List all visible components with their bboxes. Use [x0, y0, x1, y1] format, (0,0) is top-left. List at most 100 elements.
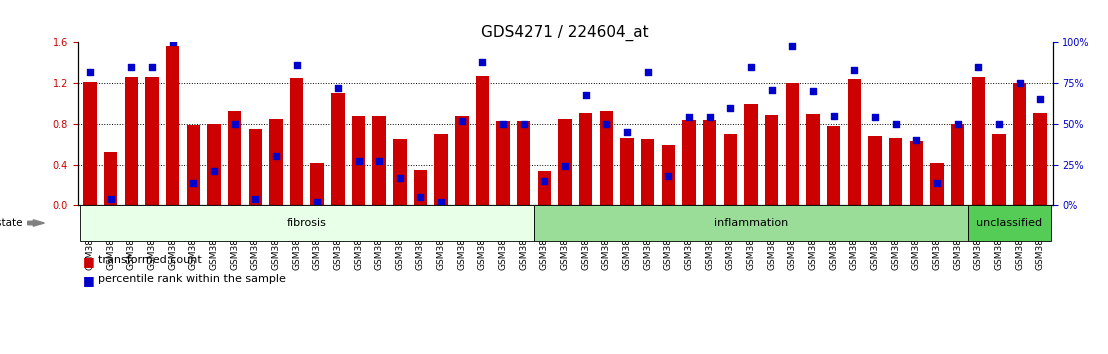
- Point: [845, 67, 863, 73]
- Point: [991, 121, 1008, 127]
- Point: [701, 115, 719, 120]
- Point: [205, 168, 223, 174]
- Bar: [910, 141, 923, 205]
- Bar: [786, 83, 799, 205]
- Point: [659, 173, 677, 179]
- Bar: [620, 138, 634, 205]
- Point: [184, 180, 202, 185]
- Point: [535, 178, 553, 184]
- Point: [639, 69, 657, 75]
- Text: disease state: disease state: [0, 218, 22, 228]
- Bar: [765, 115, 778, 205]
- Bar: [951, 124, 964, 205]
- Point: [411, 194, 429, 200]
- Bar: [434, 134, 448, 205]
- Point: [762, 87, 780, 92]
- Point: [515, 121, 533, 127]
- Point: [742, 64, 760, 70]
- Point: [267, 154, 285, 159]
- Text: percentile rank within the sample: percentile rank within the sample: [98, 274, 286, 284]
- Point: [329, 85, 347, 91]
- Bar: [807, 114, 820, 205]
- Bar: [393, 139, 407, 205]
- Bar: [1013, 83, 1026, 205]
- Point: [556, 164, 574, 169]
- Text: fibrosis: fibrosis: [287, 218, 327, 228]
- Point: [308, 199, 326, 205]
- Text: unclassified: unclassified: [976, 218, 1043, 228]
- Bar: [228, 111, 242, 205]
- Point: [1032, 97, 1049, 102]
- Bar: [1034, 113, 1047, 205]
- Title: GDS4271 / 224604_at: GDS4271 / 224604_at: [481, 25, 649, 41]
- Point: [597, 121, 615, 127]
- Bar: [372, 116, 386, 205]
- Point: [1010, 80, 1028, 86]
- Bar: [517, 121, 531, 205]
- Bar: [145, 77, 158, 205]
- Bar: [413, 170, 428, 205]
- Point: [948, 121, 966, 127]
- Bar: [558, 119, 572, 205]
- Bar: [599, 111, 613, 205]
- Point: [929, 180, 946, 185]
- Point: [432, 199, 450, 205]
- Bar: [248, 129, 261, 205]
- Point: [102, 196, 120, 202]
- Bar: [475, 76, 489, 205]
- Point: [164, 40, 182, 45]
- Bar: [724, 134, 737, 205]
- Bar: [992, 134, 1006, 205]
- Text: inflammation: inflammation: [714, 218, 788, 228]
- Point: [721, 105, 739, 110]
- Point: [288, 62, 306, 68]
- Point: [143, 64, 161, 70]
- Bar: [642, 139, 655, 205]
- Point: [804, 88, 822, 94]
- Point: [226, 121, 244, 127]
- Text: transformed count: transformed count: [98, 255, 202, 265]
- Point: [907, 137, 925, 143]
- Bar: [269, 119, 283, 205]
- Bar: [455, 116, 469, 205]
- Bar: [827, 126, 840, 205]
- Bar: [661, 145, 675, 205]
- Point: [577, 92, 595, 97]
- Point: [350, 159, 368, 164]
- Point: [970, 64, 987, 70]
- Bar: [104, 152, 117, 205]
- Bar: [537, 171, 551, 205]
- Text: ■: ■: [83, 274, 95, 287]
- Point: [370, 159, 388, 164]
- Point: [866, 115, 884, 120]
- Bar: [745, 104, 758, 205]
- Point: [453, 118, 471, 124]
- Point: [473, 59, 491, 65]
- Point: [494, 121, 512, 127]
- Bar: [579, 113, 593, 205]
- Bar: [186, 125, 199, 205]
- Bar: [83, 82, 96, 205]
- Point: [81, 69, 99, 75]
- Point: [246, 196, 264, 202]
- Bar: [352, 116, 366, 205]
- Bar: [124, 77, 138, 205]
- Point: [824, 113, 842, 119]
- Text: ■: ■: [83, 255, 95, 268]
- Bar: [931, 162, 944, 205]
- Bar: [869, 136, 882, 205]
- Point: [618, 129, 636, 135]
- Bar: [496, 121, 510, 205]
- Bar: [290, 78, 304, 205]
- Bar: [207, 124, 220, 205]
- Bar: [848, 79, 861, 205]
- Bar: [331, 93, 345, 205]
- Bar: [889, 138, 902, 205]
- Point: [391, 175, 409, 181]
- Bar: [166, 46, 179, 205]
- Bar: [683, 120, 696, 205]
- Point: [122, 64, 140, 70]
- Point: [680, 115, 698, 120]
- Bar: [702, 120, 717, 205]
- Bar: [972, 77, 985, 205]
